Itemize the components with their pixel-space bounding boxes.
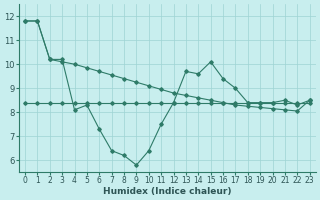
X-axis label: Humidex (Indice chaleur): Humidex (Indice chaleur) [103, 187, 232, 196]
